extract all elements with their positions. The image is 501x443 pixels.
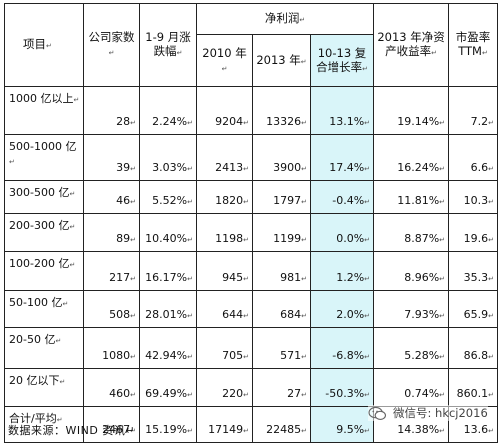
- cell-roe: 8.96%↵: [373, 251, 450, 291]
- cell-roe: 11.81%↵: [373, 180, 450, 214]
- cell-p2010: 2413↵: [196, 134, 253, 181]
- header-pe: 市盈率 TTM↵: [448, 3, 499, 87]
- cell-change: 2.24%↵: [139, 86, 197, 135]
- cell-p2013: 684↵: [252, 290, 311, 328]
- cell-label: 300-500 亿↵: [4, 180, 84, 214]
- cell-cagr: -50.3%↵: [309, 368, 375, 407]
- table-row: 50-100 亿↵ 508↵ 28.01%↵ 644↵ 684↵ 2.0%↵ 7.93%↵ 6…: [4, 290, 499, 328]
- table-row: 1000 亿以上↵ 28↵ 2.24%↵ 9204↵ 13326↵ 13.1%↵ 19.14…: [4, 86, 499, 135]
- cell-cagr: -0.4%↵: [309, 180, 375, 214]
- cell-p2013: 1199↵: [252, 213, 311, 252]
- cell-change: 3.03%↵: [139, 134, 197, 181]
- cell-p2013: 571↵: [252, 327, 311, 369]
- cell-pe: 19.6↵: [448, 213, 499, 252]
- cell-cagr: 2.0%↵: [309, 290, 375, 328]
- header-cagr: 10-13 复合增长率↵: [309, 34, 375, 87]
- cell-label: 200-300 亿↵: [4, 213, 84, 252]
- wechat-icon: [368, 406, 387, 420]
- cell-count: 217↵: [83, 251, 140, 291]
- cell-label: 1000 亿以上↵: [4, 86, 84, 135]
- header-companies: 公司家数↵: [83, 3, 140, 87]
- cell-label: 20 亿以下↵: [4, 368, 84, 407]
- cell-change: 5.52%↵: [139, 180, 197, 214]
- cell-p2013: 22485↵: [252, 406, 311, 443]
- cell-cagr: -6.8%↵: [309, 327, 375, 369]
- cell-roe: 0.74%↵: [373, 368, 450, 407]
- header-roe: 2013 年净资产收益率↵: [373, 3, 450, 87]
- cell-p2013: 1797↵: [252, 180, 311, 214]
- cell-p2010: 220↵: [196, 368, 253, 407]
- cell-p2010: 1198↵: [196, 213, 253, 252]
- cell-change: 15.19%↵: [139, 406, 197, 443]
- cell-pe: 6.6↵: [448, 134, 499, 181]
- table-row: 合计/平均↵ 2467↵ 15.19%↵ 17149↵ 22485↵ 9.5%↵ 14.38…: [4, 406, 499, 443]
- cell-p2010: 1820↵: [196, 180, 253, 214]
- header-change: 1-9 月涨跌幅↵: [139, 3, 197, 87]
- cell-cagr: 0.0%↵: [309, 213, 375, 252]
- cell-count: 46↵: [83, 180, 140, 214]
- cell-pe: 10.3↵: [448, 180, 499, 214]
- cell-roe: 19.14%↵: [373, 86, 450, 135]
- cell-p2010: 17149↵: [196, 406, 253, 443]
- cell-pe: 860.1↵: [448, 368, 499, 407]
- table-row: 500-1000 亿↵ 39↵ 3.03%↵ 2413↵ 3900↵ 17.4%↵ 16.2…: [4, 134, 499, 181]
- cell-pe: 86.8↵: [448, 327, 499, 369]
- table-row: 20-50 亿↵ 1080↵ 42.94%↵ 705↵ 571↵ -6.8%↵ 5.28%↵…: [4, 327, 499, 369]
- cell-label: 500-1000 亿↵: [4, 134, 84, 181]
- data-table: 项目↵ 公司家数↵ 1-9 月涨跌幅↵ 净利润↵ 2013 年净资产收益率↵ 市…: [4, 3, 499, 443]
- watermark-text: 微信号: hkcj2016: [393, 406, 488, 420]
- cell-count: 28↵: [83, 86, 140, 135]
- cell-change: 42.94%↵: [139, 327, 197, 369]
- cell-pe: 35.3↵: [448, 251, 499, 291]
- cell-label: 50-100 亿↵: [4, 290, 84, 328]
- cell-roe: 16.24%↵: [373, 134, 450, 181]
- cell-count: 460↵: [83, 368, 140, 407]
- cell-p2013: 981↵: [252, 251, 311, 291]
- cell-pe: 65.9↵: [448, 290, 499, 328]
- cell-change: 28.01%↵: [139, 290, 197, 328]
- cell-p2010: 705↵: [196, 327, 253, 369]
- cell-roe: 8.87%↵: [373, 213, 450, 252]
- cell-p2010: 945↵: [196, 251, 253, 291]
- cell-change: 69.49%↵: [139, 368, 197, 407]
- header-net-profit: 净利润↵: [195, 3, 375, 35]
- cell-p2013: 3900↵: [252, 134, 311, 181]
- cell-cagr: 17.4%↵: [309, 134, 375, 181]
- watermark: 微信号: hkcj2016: [368, 405, 488, 421]
- cell-p2013: 27↵: [252, 368, 311, 407]
- cell-roe: 5.28%↵: [373, 327, 450, 369]
- cell-roe: 7.93%↵: [373, 290, 450, 328]
- cell-count: 508↵: [83, 290, 140, 328]
- table-row: 300-500 亿↵ 46↵ 5.52%↵ 1820↵ 1797↵ -0.4%↵ 11.81…: [4, 180, 499, 214]
- cell-pe: 7.2↵: [448, 86, 499, 135]
- cell-change: 16.17%↵: [139, 251, 197, 291]
- cell-change: 10.40%↵: [139, 213, 197, 252]
- cell-cagr: 9.5%↵: [309, 406, 375, 443]
- cell-count: 39↵: [83, 134, 140, 181]
- table-row: 20 亿以下↵ 460↵ 69.49%↵ 220↵ 27↵ -50.3%↵ 0.74%↵ 86…: [4, 368, 499, 407]
- cell-count: 2467↵: [83, 406, 140, 443]
- cell-count: 89↵: [83, 213, 140, 252]
- table-row: 100-200 亿↵ 217↵ 16.17%↵ 945↵ 981↵ 1.2%↵ 8.96%↵…: [4, 251, 499, 291]
- header-2010: 2010 年↵: [196, 34, 253, 87]
- source-note: 数据来源：WIND 资讯↵: [8, 424, 136, 437]
- cell-label: 合计/平均↵: [4, 406, 84, 443]
- cell-p2010: 644↵: [196, 290, 253, 328]
- cell-cagr: 1.2%↵: [309, 251, 375, 291]
- header-2013: 2013 年↵: [252, 34, 311, 87]
- cell-label: 20-50 亿↵: [4, 327, 84, 369]
- cell-cagr: 13.1%↵: [309, 86, 375, 135]
- cell-p2010: 9204↵: [196, 86, 253, 135]
- cell-count: 1080↵: [83, 327, 140, 369]
- header-project: 项目↵: [4, 3, 84, 87]
- cell-label: 100-200 亿↵: [4, 251, 84, 291]
- cell-p2013: 13326↵: [252, 86, 311, 135]
- table-row: 200-300 亿↵ 89↵ 10.40%↵ 1198↵ 1199↵ 0.0%↵ 8.87%…: [4, 213, 499, 252]
